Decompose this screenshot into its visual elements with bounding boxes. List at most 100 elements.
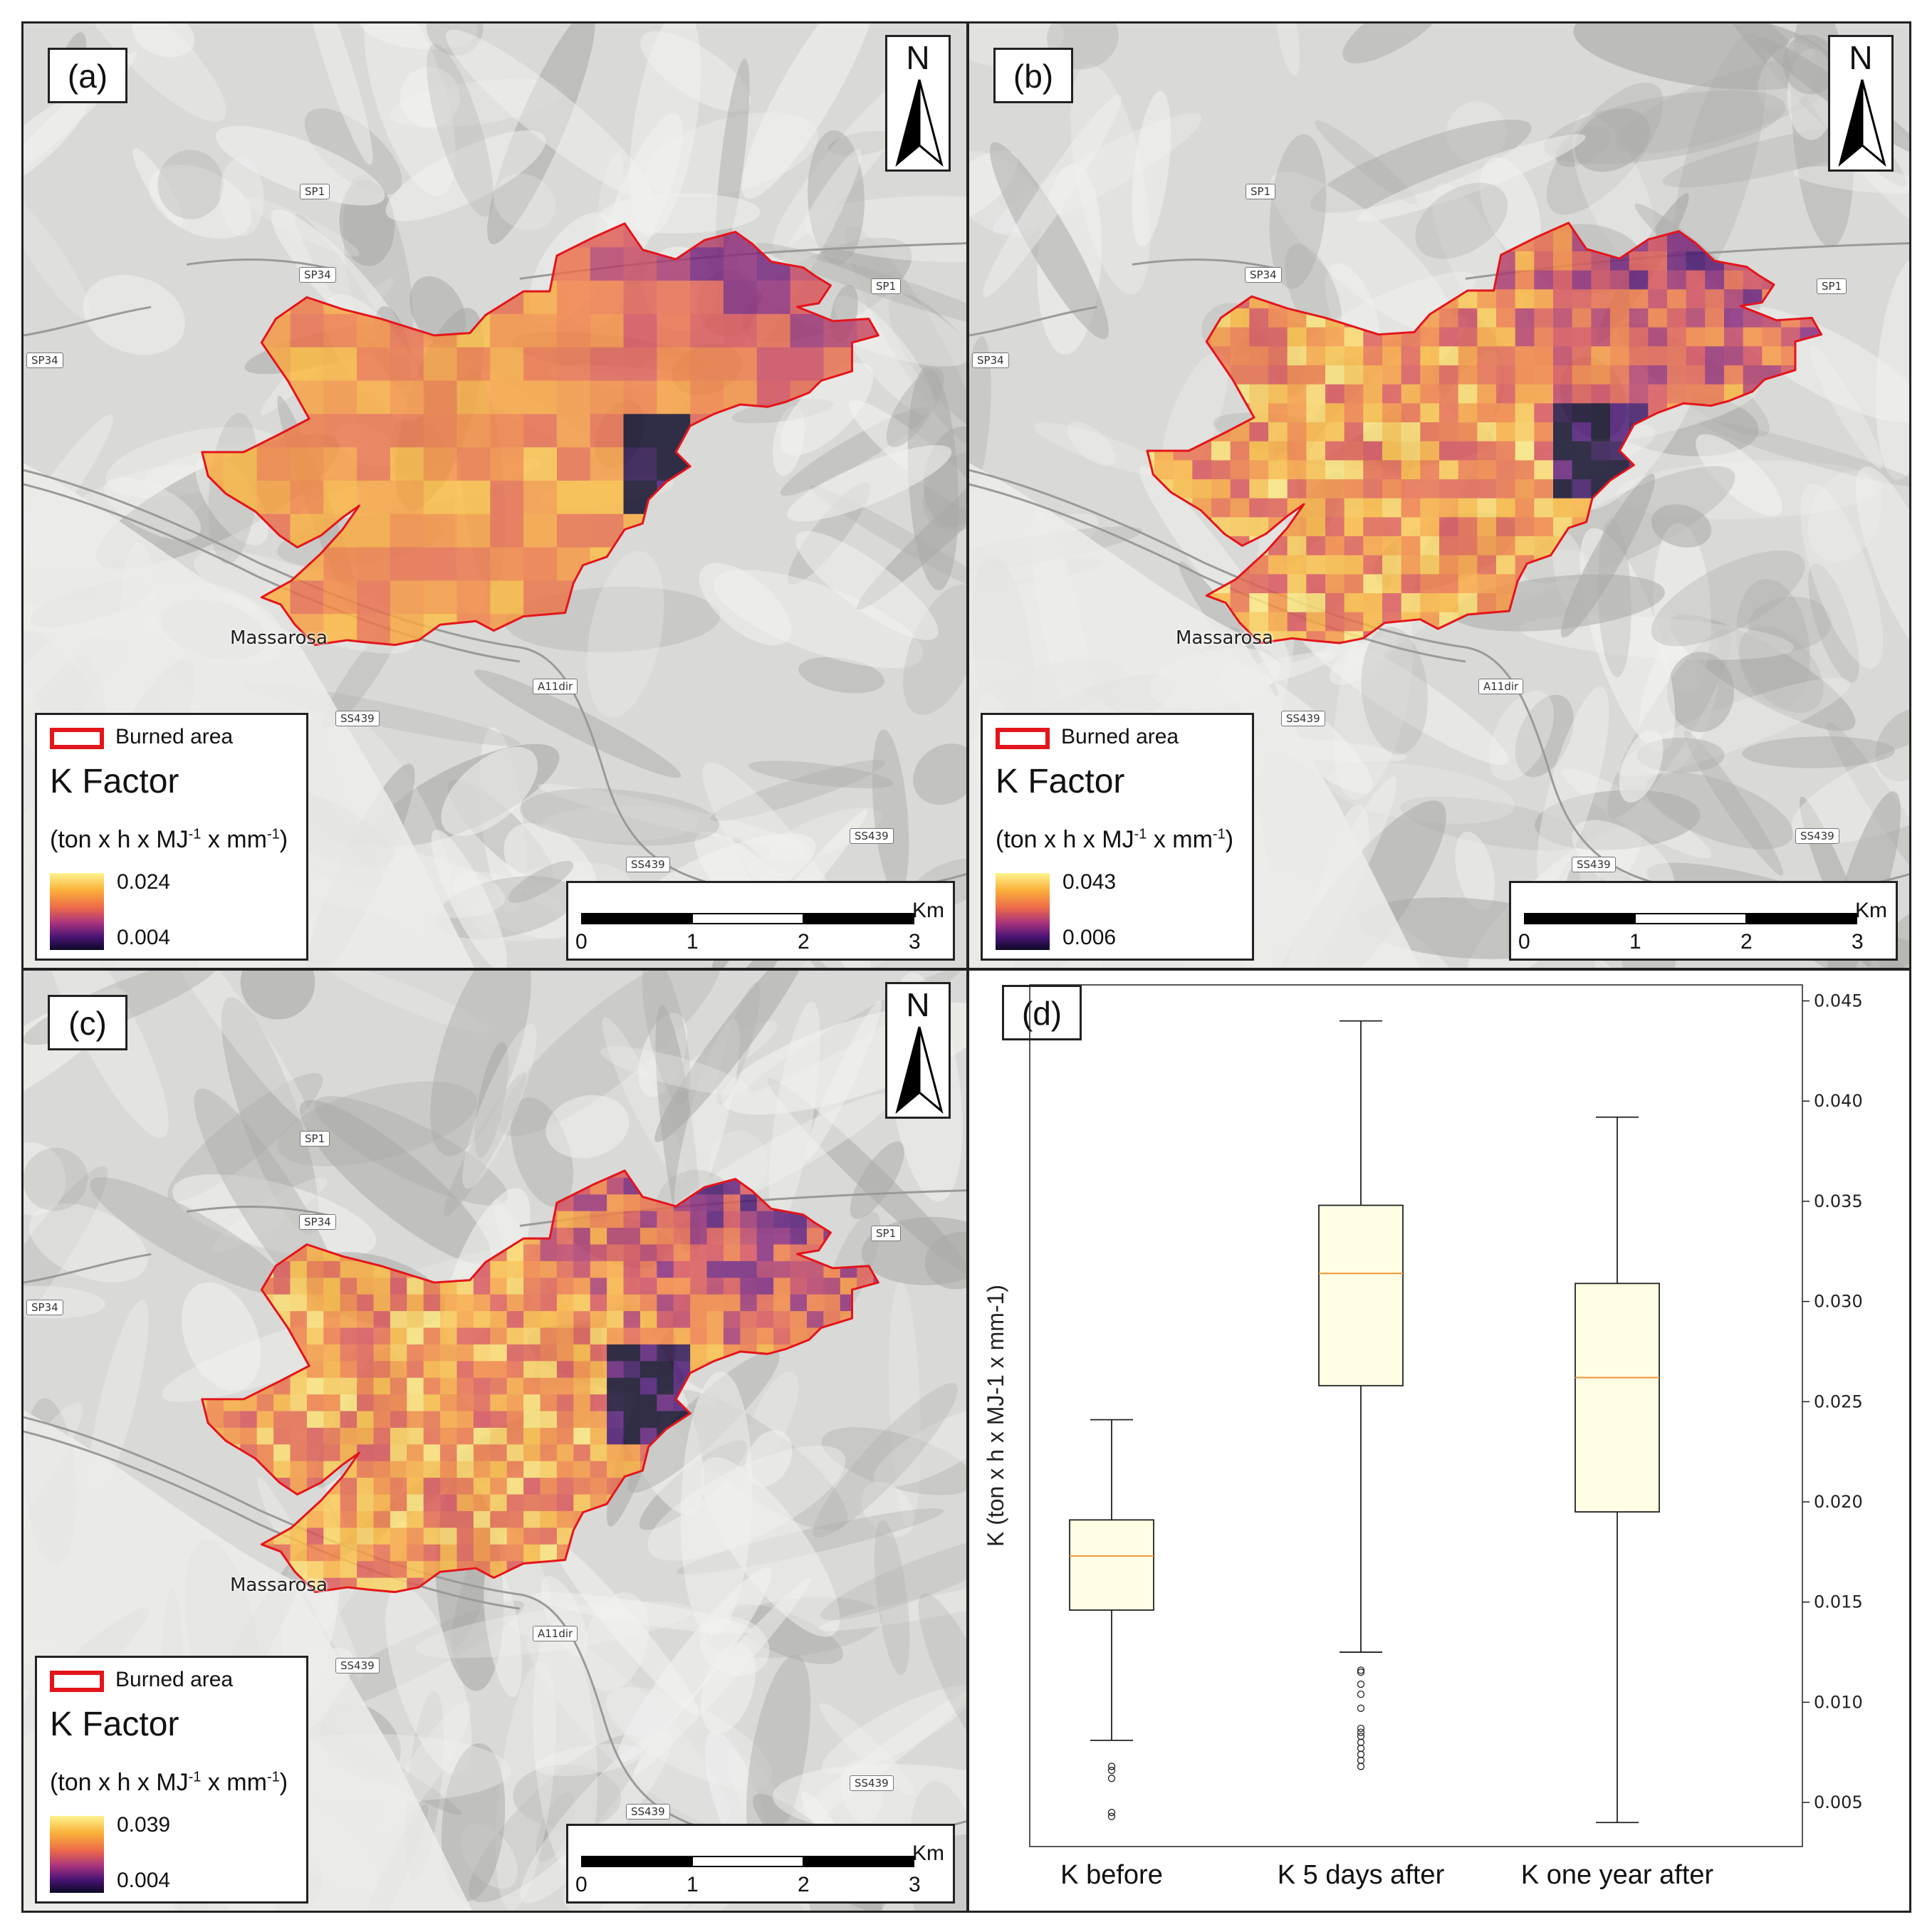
legend-min-value: 0.004 (117, 1869, 171, 1892)
outlier-point (1357, 1680, 1365, 1688)
panel-label: (b) (993, 48, 1073, 103)
scale-tick-label: 1 (686, 1873, 699, 1896)
legend-min-value: 0.004 (117, 926, 171, 949)
k-factor-unit: (ton x h x MJ-1 x mm-1) (50, 1769, 288, 1796)
y-tick-label: 0.045 (1814, 991, 1863, 1011)
boxplot-chart: 0.005 0.010 0.015 0.020 0.025 0.030 0.035 0.040… (983, 984, 1863, 1890)
road-label: SS439 (850, 828, 894, 844)
map-panel-a: SP1 SP34 SP34 SP1 A11dir SS439 SS439 SS439 Massa… (21, 21, 968, 970)
y-tick-label: 0.015 (1814, 1592, 1863, 1612)
x-category-label: K 5 days after (1278, 1860, 1445, 1890)
plot-frame (1029, 984, 1803, 1847)
panel-label-d: (d) (1002, 985, 1082, 1040)
outlier-point (1357, 1669, 1365, 1676)
outlier-point (1357, 1733, 1365, 1740)
outlier-point (1357, 1666, 1365, 1674)
box (1069, 1519, 1154, 1611)
k-factor-title: K Factor (50, 763, 179, 800)
map-legend: Burned area K Factor (ton x h x MJ-1 x mm-… (35, 1656, 308, 1904)
road-label: SP34 (299, 267, 336, 283)
map-panel-c: SP1 SP34 SP34 SP1 A11dir SS439 SS439 SS439 Massa… (21, 968, 968, 1913)
legend-max-value: 0.039 (117, 1813, 171, 1837)
burned-area-label: Burned area (1061, 725, 1179, 748)
burned-area-swatch (996, 728, 1050, 749)
outlier-point (1357, 1750, 1365, 1758)
y-tick-label: 0.020 (1814, 1492, 1863, 1512)
x-category-label: K before (1060, 1860, 1163, 1890)
road-label: SP34 (26, 1300, 63, 1315)
north-arrow: N (885, 982, 951, 1119)
outlier-point (1107, 1775, 1116, 1782)
scale-tick-label: 0 (575, 930, 588, 954)
scale-unit: Km (1855, 899, 1887, 922)
road-label: A11dir (533, 679, 578, 694)
scale-bar: Km 0 1 2 3 (566, 881, 955, 961)
box (1575, 1283, 1660, 1513)
road-label: SS439 (1795, 828, 1839, 844)
scale-tick-label: 2 (798, 1873, 810, 1896)
scale-unit: Km (912, 899, 944, 922)
road-label: SP34 (972, 353, 1009, 368)
town-label: Massarosa (1176, 627, 1273, 649)
scale-tick-label: 3 (909, 930, 921, 954)
color-ramp (50, 1816, 104, 1893)
road-label: SP34 (26, 353, 63, 368)
scale-tick-label: 2 (1740, 930, 1753, 954)
map-panel-b: SP1 SP34 SP34 SP1 A11dir SS439 SS439 SS439 Massa… (967, 21, 1911, 970)
y-axis-label: K (ton x h x MJ-1 x mm-1) (983, 1285, 1008, 1547)
scale-bar: Km 0 1 2 3 (566, 1824, 955, 1904)
road-label: SP1 (1817, 278, 1847, 294)
burned-area-swatch (50, 1671, 104, 1692)
burned-area-swatch (50, 728, 104, 749)
town-label: Massarosa (230, 1575, 328, 1596)
road-label: SP1 (871, 1226, 902, 1241)
color-ramp (996, 873, 1050, 950)
road-label: SP1 (300, 184, 330, 199)
scale-bar: Km 0 1 2 3 (1509, 881, 1898, 961)
outlier-point (1357, 1756, 1365, 1765)
panel-label: (a) (48, 48, 127, 103)
y-tick-label: 0.025 (1814, 1391, 1863, 1411)
road-label: SP1 (871, 278, 902, 294)
road-label: SP1 (300, 1131, 330, 1147)
north-letter: N (906, 39, 930, 76)
road-label: SS439 (1572, 857, 1616, 872)
north-arrow-icon (1838, 79, 1886, 167)
outlier-point (1357, 1763, 1365, 1770)
burned-area-label: Burned area (115, 725, 234, 748)
outlier-point (1357, 1744, 1365, 1753)
north-arrow: N (1828, 35, 1894, 172)
scale-bar-segments (581, 1856, 914, 1867)
road-label: A11dir (533, 1626, 578, 1641)
scale-bar-segments (1524, 913, 1857, 924)
town-label: Massarosa (230, 627, 328, 649)
north-arrow-icon (895, 79, 944, 167)
y-tick-label: 0.040 (1814, 1091, 1863, 1111)
y-tick-label: 0.005 (1814, 1792, 1863, 1812)
road-label: SS439 (1281, 711, 1325, 726)
y-tick-label: 0.035 (1814, 1191, 1863, 1211)
outlier-point (1357, 1724, 1365, 1733)
north-letter: N (906, 986, 930, 1023)
road-label: SP34 (1245, 267, 1282, 283)
road-label: SS439 (335, 711, 380, 726)
north-letter: N (1849, 39, 1873, 76)
road-label: A11dir (1478, 679, 1524, 694)
scale-tick-label: 0 (1518, 930, 1530, 954)
k-factor-title: K Factor (996, 763, 1125, 800)
color-ramp (50, 873, 104, 950)
road-label: SP34 (299, 1214, 336, 1230)
legend-min-value: 0.006 (1062, 926, 1117, 949)
panel-label: (c) (48, 995, 127, 1050)
outlier-point (1107, 1763, 1116, 1770)
y-tick-label: 0.010 (1814, 1692, 1863, 1712)
north-arrow: N (885, 35, 951, 172)
y-tick-label: 0.030 (1814, 1292, 1863, 1312)
north-arrow-icon (895, 1026, 944, 1114)
burned-area-outline (1146, 221, 1823, 644)
outlier-point (1357, 1738, 1365, 1746)
scale-tick-label: 2 (798, 930, 810, 954)
k-factor-title: K Factor (50, 1706, 179, 1743)
legend-max-value: 0.024 (117, 870, 171, 894)
outlier-point (1107, 1766, 1116, 1775)
